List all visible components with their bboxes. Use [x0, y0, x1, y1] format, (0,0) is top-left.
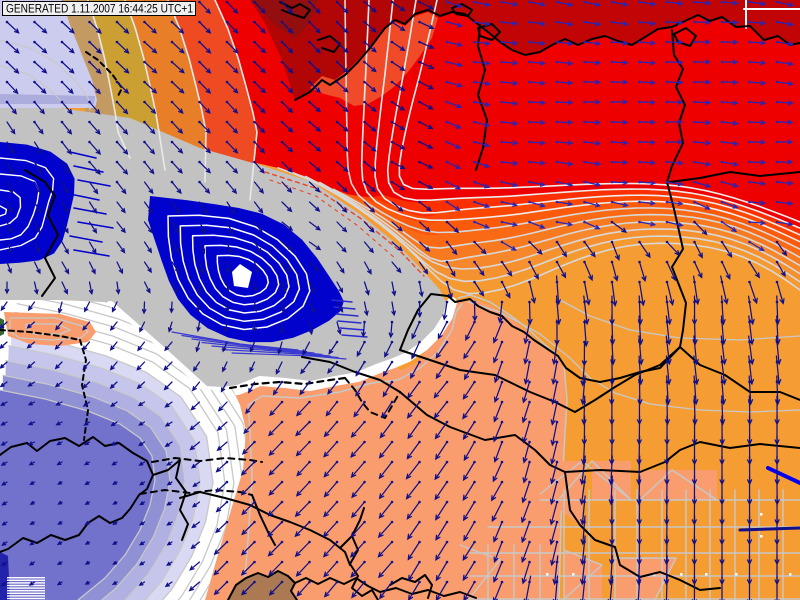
svg-text:GENERATED 1.11.2007 16:44:25 U: GENERATED 1.11.2007 16:44:25 UTC+1	[6, 4, 193, 16]
